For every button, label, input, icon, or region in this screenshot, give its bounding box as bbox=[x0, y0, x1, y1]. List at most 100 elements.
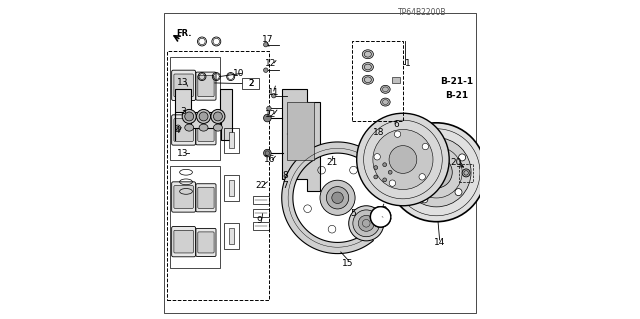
FancyBboxPatch shape bbox=[196, 184, 216, 212]
Bar bbox=[229, 180, 234, 196]
Bar bbox=[170, 57, 220, 160]
Circle shape bbox=[199, 112, 208, 121]
FancyBboxPatch shape bbox=[174, 119, 193, 141]
Circle shape bbox=[264, 114, 271, 122]
Text: 18: 18 bbox=[373, 128, 385, 137]
FancyBboxPatch shape bbox=[172, 115, 196, 145]
Circle shape bbox=[326, 187, 349, 209]
Circle shape bbox=[403, 166, 410, 173]
FancyBboxPatch shape bbox=[198, 187, 214, 208]
Text: 5: 5 bbox=[351, 209, 356, 218]
Circle shape bbox=[388, 170, 392, 174]
Text: 14: 14 bbox=[434, 238, 445, 247]
Bar bbox=[253, 209, 269, 217]
Circle shape bbox=[182, 109, 196, 123]
Circle shape bbox=[422, 143, 429, 150]
Bar bbox=[229, 228, 234, 244]
FancyBboxPatch shape bbox=[196, 117, 216, 145]
Circle shape bbox=[420, 156, 452, 188]
Circle shape bbox=[353, 210, 380, 237]
Circle shape bbox=[383, 163, 387, 167]
Bar bbox=[224, 223, 239, 249]
Circle shape bbox=[374, 154, 380, 160]
Circle shape bbox=[196, 109, 211, 123]
Ellipse shape bbox=[199, 124, 208, 131]
Text: TP64B2200B: TP64B2200B bbox=[398, 8, 446, 17]
Bar bbox=[242, 78, 259, 89]
Text: 3: 3 bbox=[180, 107, 186, 116]
Text: 9: 9 bbox=[256, 216, 262, 225]
Bar bbox=[224, 128, 239, 153]
Ellipse shape bbox=[362, 50, 373, 59]
Bar bbox=[167, 51, 269, 300]
Circle shape bbox=[459, 154, 466, 161]
Bar bbox=[253, 196, 269, 204]
Text: B-21: B-21 bbox=[445, 91, 468, 100]
Text: 4: 4 bbox=[174, 126, 180, 135]
Text: 15: 15 bbox=[342, 259, 354, 268]
Text: 13: 13 bbox=[177, 78, 189, 87]
Circle shape bbox=[332, 192, 343, 204]
Circle shape bbox=[389, 180, 396, 186]
Circle shape bbox=[358, 215, 374, 231]
Ellipse shape bbox=[214, 124, 222, 131]
Circle shape bbox=[387, 123, 486, 222]
Text: 6: 6 bbox=[394, 120, 399, 129]
Circle shape bbox=[374, 175, 378, 179]
Polygon shape bbox=[282, 142, 386, 254]
Circle shape bbox=[373, 130, 433, 189]
Text: 19: 19 bbox=[376, 206, 388, 215]
Polygon shape bbox=[175, 89, 232, 140]
Text: 13: 13 bbox=[177, 149, 189, 158]
Circle shape bbox=[185, 112, 194, 121]
Circle shape bbox=[264, 42, 268, 47]
Text: 1: 1 bbox=[405, 59, 411, 68]
FancyBboxPatch shape bbox=[172, 226, 196, 257]
Circle shape bbox=[402, 138, 471, 207]
Text: 2: 2 bbox=[248, 79, 254, 88]
Ellipse shape bbox=[381, 85, 390, 93]
Bar bbox=[224, 175, 239, 201]
Text: 16: 16 bbox=[264, 155, 275, 164]
Text: 20: 20 bbox=[451, 158, 462, 167]
FancyBboxPatch shape bbox=[174, 230, 193, 253]
Circle shape bbox=[427, 140, 434, 147]
Bar bbox=[352, 41, 403, 121]
FancyBboxPatch shape bbox=[196, 72, 216, 100]
Circle shape bbox=[419, 174, 426, 180]
Text: FR.: FR. bbox=[177, 29, 192, 38]
Text: 2: 2 bbox=[248, 79, 253, 88]
Polygon shape bbox=[282, 89, 320, 191]
Circle shape bbox=[349, 206, 384, 241]
Ellipse shape bbox=[362, 63, 373, 71]
Circle shape bbox=[389, 145, 417, 174]
Text: B-21-1: B-21-1 bbox=[440, 77, 474, 86]
Circle shape bbox=[374, 166, 378, 169]
Text: 7: 7 bbox=[282, 181, 288, 189]
Circle shape bbox=[383, 178, 387, 182]
Circle shape bbox=[271, 93, 276, 98]
Circle shape bbox=[267, 106, 271, 111]
Circle shape bbox=[264, 149, 271, 157]
Circle shape bbox=[421, 196, 428, 203]
Text: 12: 12 bbox=[265, 59, 276, 68]
Text: 10: 10 bbox=[233, 69, 244, 78]
FancyBboxPatch shape bbox=[172, 182, 196, 212]
FancyBboxPatch shape bbox=[196, 228, 216, 256]
FancyBboxPatch shape bbox=[174, 74, 193, 97]
Circle shape bbox=[211, 109, 225, 123]
Bar bbox=[170, 166, 220, 268]
Circle shape bbox=[356, 113, 449, 206]
Polygon shape bbox=[371, 207, 390, 227]
Bar bbox=[459, 164, 473, 182]
Text: 22: 22 bbox=[255, 181, 267, 189]
Bar bbox=[287, 102, 314, 160]
Ellipse shape bbox=[362, 75, 373, 84]
FancyBboxPatch shape bbox=[172, 70, 196, 100]
Circle shape bbox=[320, 180, 355, 215]
Bar bbox=[253, 222, 269, 230]
Ellipse shape bbox=[462, 169, 470, 177]
Circle shape bbox=[455, 189, 462, 196]
Circle shape bbox=[264, 68, 268, 72]
Text: 21: 21 bbox=[326, 158, 338, 167]
